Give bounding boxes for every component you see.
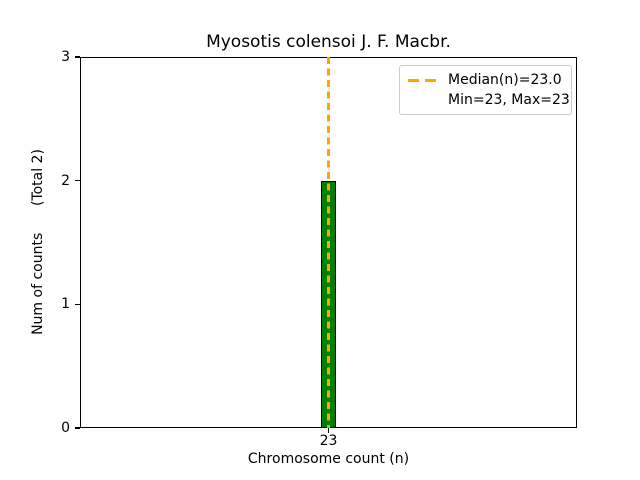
x-axis-tick bbox=[327, 428, 330, 433]
y-axis-tick bbox=[75, 303, 80, 305]
y-tick-label: 2 bbox=[61, 172, 70, 189]
legend-label-minmax: Min=23, Max=23 bbox=[448, 92, 570, 108]
x-tick-label: 23 bbox=[319, 433, 338, 449]
y-tick-label: 0 bbox=[61, 420, 70, 436]
x-axis-label: Chromosome count (n) bbox=[247, 451, 410, 467]
chart-title: Myosotis colensoi J. F. Macbr. bbox=[206, 32, 451, 52]
legend: Median(n)=23.0 Min=23, Max=23 bbox=[399, 65, 572, 115]
dashed-line-icon bbox=[408, 78, 439, 82]
y-axis-tick bbox=[75, 56, 80, 58]
y-axis-tick bbox=[75, 427, 80, 429]
legend-entry-minmax: Min=23, Max=23 bbox=[408, 90, 570, 110]
legend-entry-median: Median(n)=23.0 bbox=[408, 70, 563, 90]
median-dashed-line bbox=[327, 57, 330, 428]
y-tick-label: 3 bbox=[61, 49, 70, 65]
legend-label-median: Median(n)=23.0 bbox=[448, 72, 562, 88]
y-tick-label: 1 bbox=[61, 296, 70, 313]
legend-handle-spacer bbox=[408, 99, 439, 102]
y-axis-tick bbox=[75, 180, 80, 182]
